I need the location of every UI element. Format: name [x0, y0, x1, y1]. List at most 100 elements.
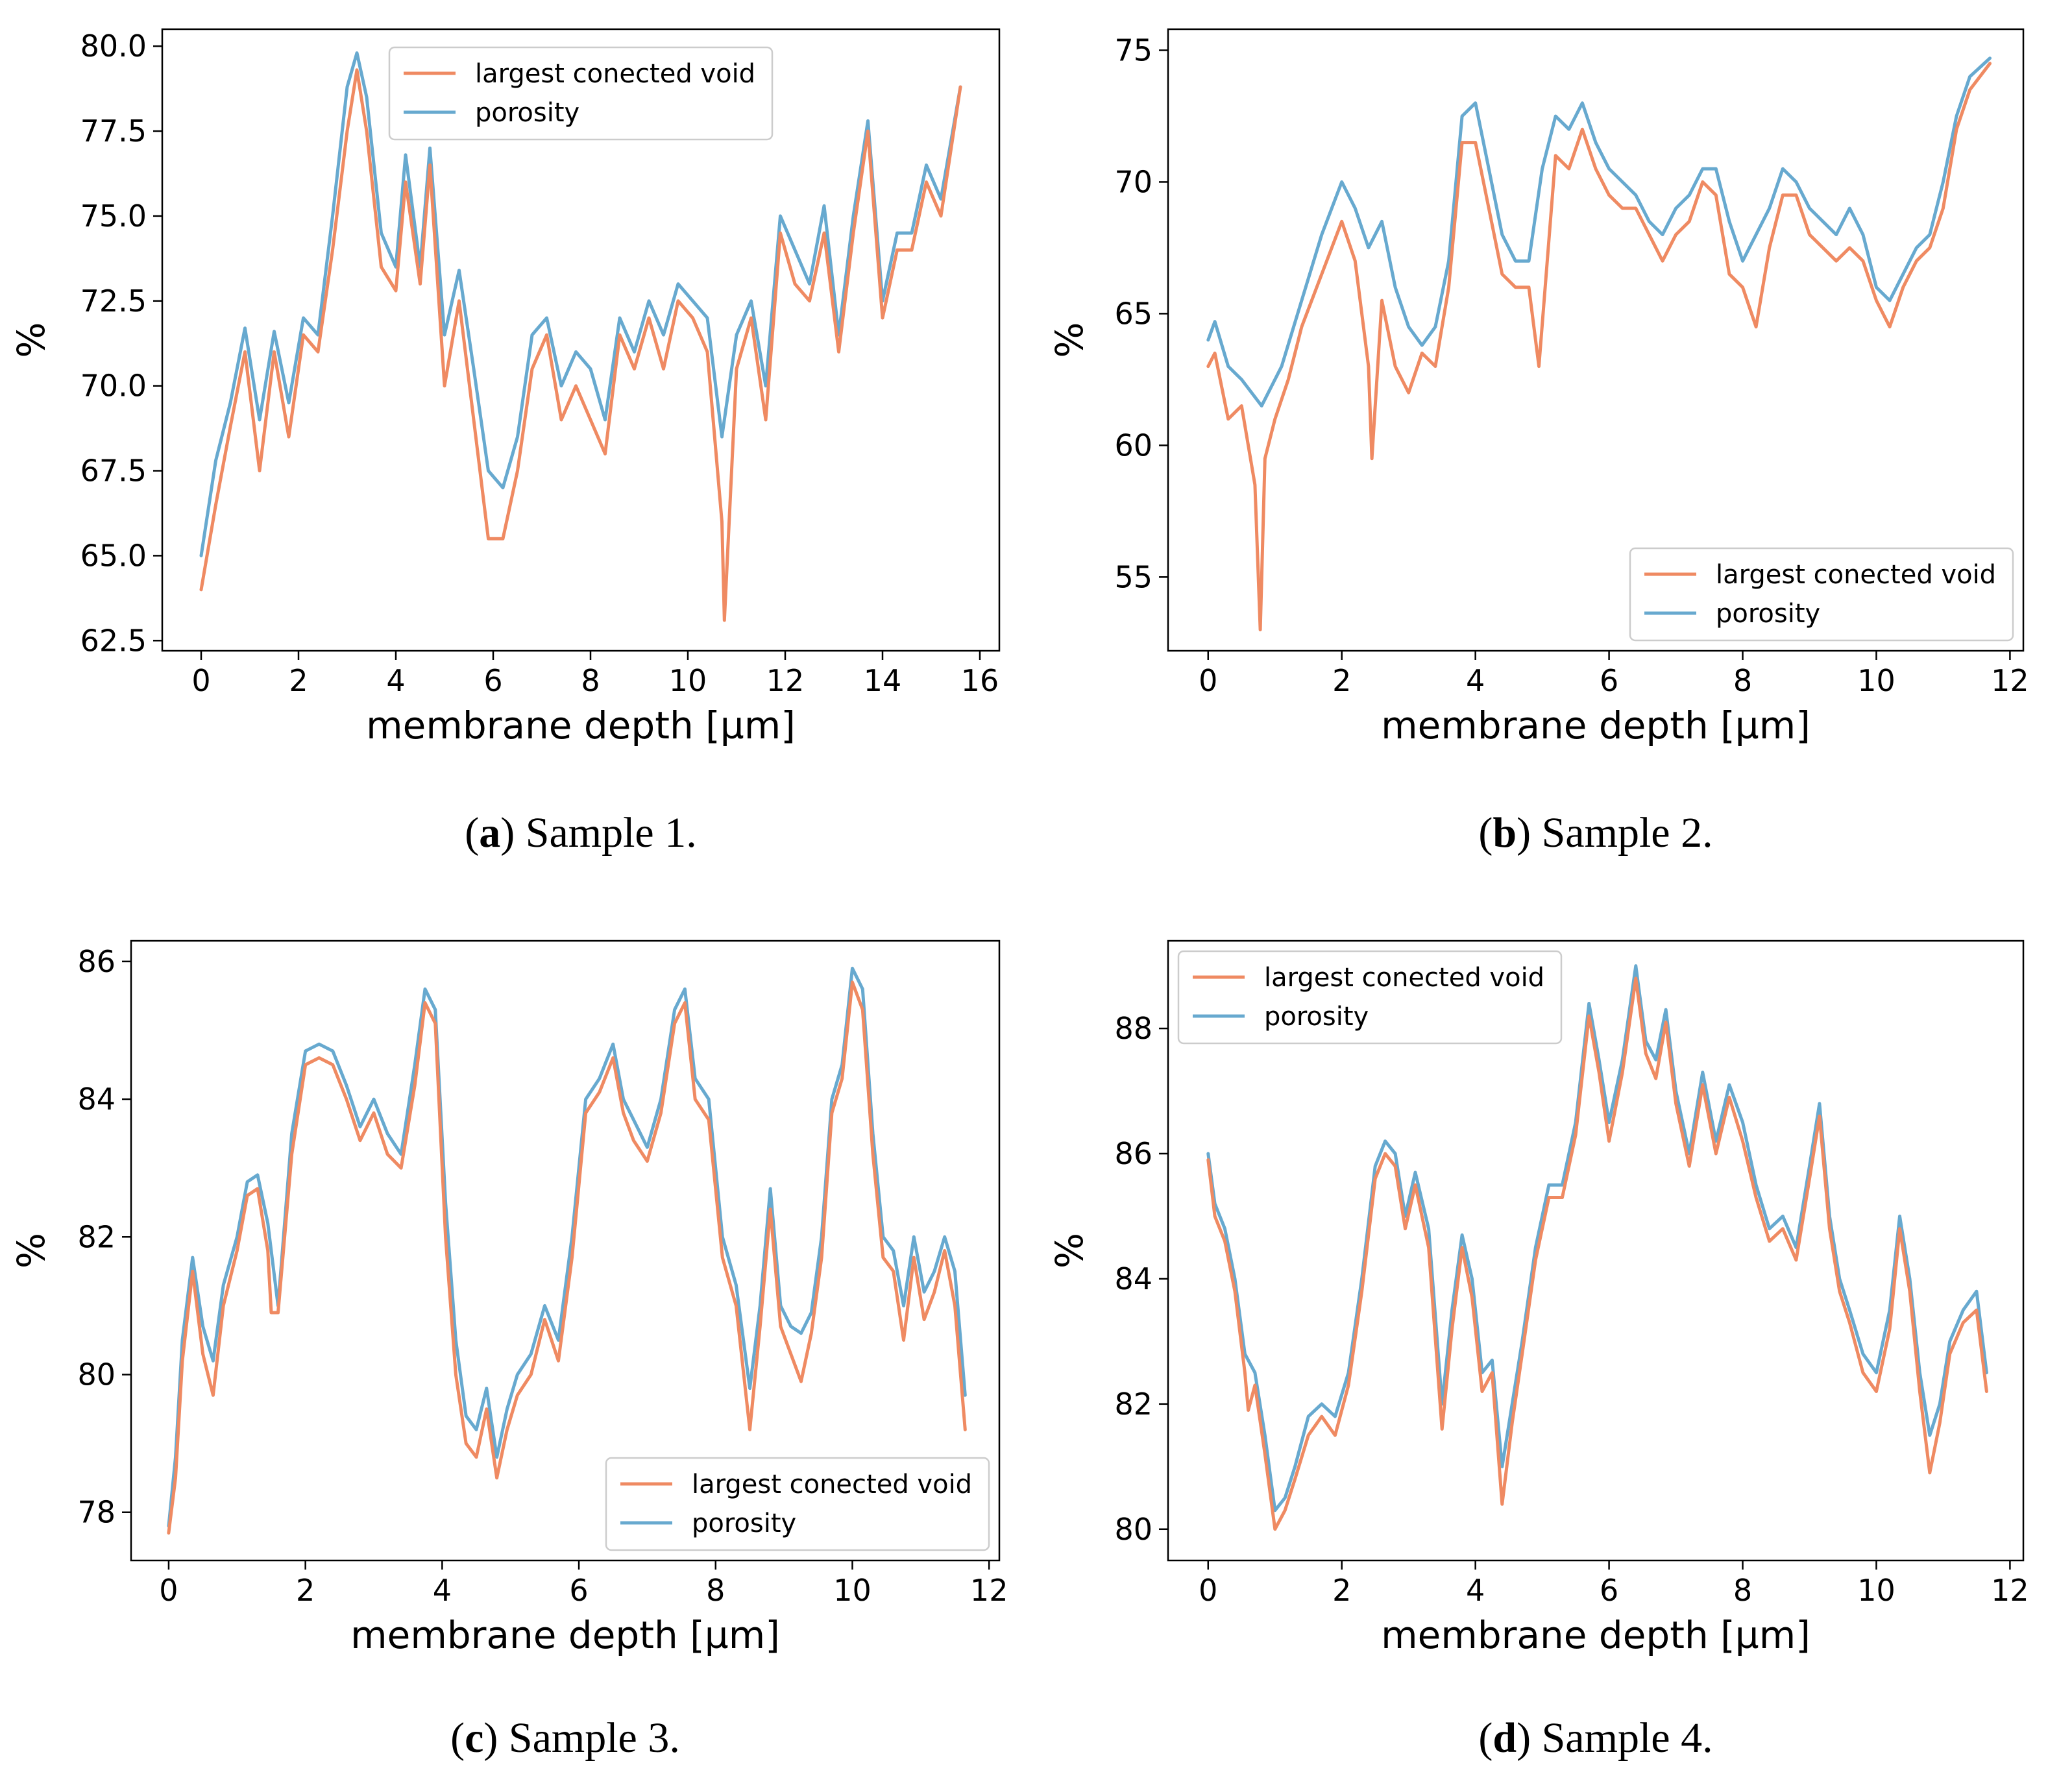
caption-paren-open: (: [465, 809, 479, 856]
plot-frame: [130, 940, 1001, 1562]
legend-box: [1177, 950, 1563, 1045]
x-axis-label: membrane depth [µm]: [1381, 1613, 1810, 1657]
y-tick-label: 70.0: [80, 369, 147, 404]
legend-item-largest-void-label: largest conected void: [1716, 560, 1996, 590]
x-tick-label: 2: [296, 1573, 315, 1608]
x-tick-label: 12: [766, 663, 805, 698]
legend-item-largest-void-label: largest conected void: [692, 1470, 972, 1499]
y-tick-label: 70: [1114, 164, 1152, 199]
x-tick-label: 2: [289, 663, 308, 698]
caption-text: ) Sample 1.: [500, 809, 696, 856]
y-tick-label: 62.5: [80, 623, 147, 658]
y-axis-label: %: [1047, 1233, 1091, 1268]
x-tick-label: 0: [1199, 663, 1217, 698]
x-tick-label: 10: [1857, 663, 1895, 698]
legend-item-porosity-label: porosity: [692, 1509, 796, 1538]
caption-letter: b: [1493, 809, 1517, 856]
x-tick-label: 6: [569, 1573, 588, 1608]
x-tick-label: 2: [1332, 1573, 1351, 1608]
y-tick-label: 78: [77, 1495, 116, 1530]
panel-caption: (b) Sample 2.: [1478, 809, 1712, 856]
caption-letter: a: [479, 809, 500, 856]
y-tick-label: 80: [77, 1357, 116, 1392]
x-tick-label: 0: [159, 1573, 178, 1608]
x-tick-label: 8: [581, 663, 600, 698]
caption-text: ) Sample 4.: [1517, 1714, 1712, 1762]
caption-letter: d: [1493, 1714, 1517, 1762]
series-line-porosity: [1206, 56, 1992, 407]
series-line-largest-void: [167, 980, 967, 1535]
x-tick-label: 6: [1600, 1573, 1618, 1608]
panel-caption: (a) Sample 1.: [465, 809, 696, 856]
series-line-largest-void: [199, 68, 962, 622]
x-tick-label: 4: [1466, 663, 1485, 698]
x-tick-label: 16: [961, 663, 999, 698]
y-tick-label: 86: [77, 944, 116, 979]
y-tick-label: 80.0: [80, 29, 147, 64]
legend-item-porosity-label: porosity: [475, 98, 579, 128]
y-tick-label: 65.0: [80, 538, 147, 573]
x-tick-label: 2: [1332, 663, 1351, 698]
y-tick-label: 75: [1114, 32, 1152, 67]
legend-box: [605, 1457, 990, 1551]
x-tick-label: 10: [669, 663, 707, 698]
legend-item-porosity-label: porosity: [1264, 1002, 1369, 1032]
y-axis-label: %: [9, 1233, 53, 1268]
x-tick-label: 12: [1991, 1573, 2029, 1608]
legend: largest conected void porosity: [388, 46, 774, 141]
panel-caption: (d) Sample 4.: [1478, 1714, 1712, 1762]
legend-item-porosity-label: porosity: [1716, 599, 1820, 629]
x-tick-label: 4: [433, 1573, 452, 1608]
x-tick-label: 6: [1600, 663, 1618, 698]
legend-box: [1629, 547, 2014, 642]
x-tick-label: 14: [864, 663, 902, 698]
legend: largest conected void porosity: [605, 1457, 990, 1551]
x-axis-label: membrane depth [µm]: [350, 1613, 780, 1657]
legend-item-largest-void-label: largest conected void: [475, 59, 755, 89]
chart-panel-c: 0 2 4 6 8 10 12 78 80 82 84 86 membrane depth [µm]% l…: [9, 940, 1008, 1762]
legend-item-largest-void-label: largest conected void: [1264, 963, 1544, 993]
caption-paren-open: (: [1478, 1714, 1493, 1762]
chart-panel-a: 0 2 4 6 8 10 12 14 16 62.5 65.0 67.5 70.0 72.5 75.0 77.…: [9, 28, 1001, 856]
x-tick-label: 8: [1733, 663, 1752, 698]
y-tick-label: 86: [1114, 1136, 1152, 1171]
y-tick-label: 88: [1114, 1011, 1152, 1046]
x-tick-label: 0: [1199, 1573, 1217, 1608]
x-tick-label: 12: [970, 1573, 1008, 1608]
x-tick-label: 8: [706, 1573, 725, 1608]
plot-frame: [161, 28, 1001, 652]
x-tick-label: 4: [386, 663, 405, 698]
chart-panel-b: 0 2 4 6 8 10 12 55 60 65 70 75 membrane depth [µm]% l…: [1047, 28, 2029, 856]
x-axis-label: membrane depth [µm]: [1381, 703, 1810, 747]
x-tick-label: 10: [1857, 1573, 1895, 1608]
series-line-largest-void: [1206, 62, 1992, 631]
x-tick-label: 10: [833, 1573, 871, 1608]
legend-box: [388, 46, 774, 141]
legend: largest conected void porosity: [1177, 950, 1563, 1045]
y-tick-label: 55: [1114, 559, 1152, 594]
y-axis-label: %: [1047, 322, 1091, 358]
y-tick-label: 82: [77, 1219, 116, 1254]
caption-paren-open: (: [1478, 809, 1493, 856]
x-tick-label: 12: [1991, 663, 2029, 698]
y-tick-label: 65: [1114, 296, 1152, 331]
y-tick-label: 75.0: [80, 199, 147, 234]
series-line-largest-void: [1206, 977, 1988, 1531]
x-tick-label: 8: [1733, 1573, 1752, 1608]
series-line-porosity: [1206, 964, 1988, 1512]
y-tick-label: 72.5: [80, 284, 147, 319]
caption-paren-open: (: [450, 1714, 465, 1762]
x-axis-label: membrane depth [µm]: [366, 703, 796, 747]
caption-text: ) Sample 2.: [1517, 809, 1712, 856]
plot-frame: [1167, 28, 2025, 652]
plot-frame: [1167, 940, 2025, 1562]
y-tick-label: 60: [1114, 428, 1152, 463]
y-tick-label: 67.5: [80, 454, 147, 489]
y-tick-label: 84: [77, 1082, 116, 1117]
x-tick-label: 0: [191, 663, 210, 698]
y-tick-label: 80: [1114, 1512, 1152, 1547]
y-tick-label: 84: [1114, 1261, 1152, 1296]
series-line-porosity: [199, 51, 962, 557]
panel-caption: (c) Sample 3.: [450, 1714, 680, 1762]
